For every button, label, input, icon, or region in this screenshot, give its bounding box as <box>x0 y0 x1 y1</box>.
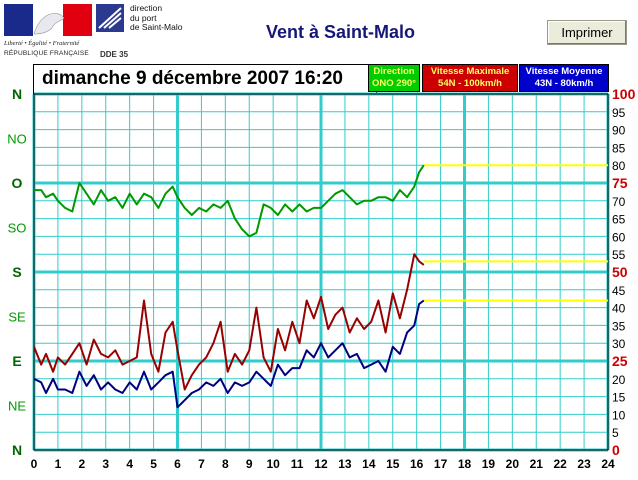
y-tick-label: 75 <box>612 175 628 191</box>
y-tick-label: 50 <box>612 264 628 280</box>
x-tick-label: 8 <box>222 457 229 471</box>
x-tick-label: 14 <box>362 457 376 471</box>
port-logo-line3: de Saint-Malo <box>130 22 183 32</box>
y-tick-label: 45 <box>612 284 626 298</box>
y-tick-label: 60 <box>612 230 626 244</box>
direction-label: NO <box>7 132 27 147</box>
legend-direction-title: Direction <box>373 66 415 77</box>
dde-code: DDE 35 <box>100 50 129 59</box>
legend-avg-speed: Vitesse Moyenne 43N - 80km/h <box>519 64 609 92</box>
port-logo-line1: direction <box>130 3 163 13</box>
y-tick-label: 80 <box>612 159 626 173</box>
legend-direction-value: ONO 290° <box>372 78 416 89</box>
x-tick-label: 0 <box>31 457 38 471</box>
x-tick-label: 12 <box>314 457 328 471</box>
x-tick-label: 23 <box>577 457 591 471</box>
x-tick-label: 9 <box>246 457 253 471</box>
x-tick-label: 1 <box>55 457 62 471</box>
marianne-flag-icon <box>4 4 92 36</box>
direction-label: N <box>12 86 22 102</box>
y-tick-label: 100 <box>612 86 636 102</box>
page-title: Vent à Saint-Malo <box>266 22 416 42</box>
x-tick-label: 7 <box>198 457 205 471</box>
direction-series-line <box>34 164 425 238</box>
y-tick-label: 15 <box>612 391 626 405</box>
avg-speed-series-line <box>33 299 425 409</box>
legend-max-title: Vitesse Maximale <box>430 66 510 77</box>
direction-label: SE <box>8 310 26 325</box>
chart-frame <box>33 93 609 451</box>
x-tick-label: 20 <box>506 457 520 471</box>
legend-direction: Direction ONO 290° <box>368 64 420 92</box>
y-tick-label: 35 <box>612 319 626 333</box>
direction-label: S <box>12 264 21 280</box>
y-tick-label: 40 <box>612 302 626 316</box>
max-speed-series-line <box>33 253 425 391</box>
x-tick-label: 18 <box>458 457 472 471</box>
port-logo-text: direction du port de Saint-Malo <box>130 3 183 33</box>
y-tick-label: 55 <box>612 248 626 262</box>
direction-label: O <box>12 175 23 191</box>
print-button[interactable]: Imprimer <box>547 20 627 45</box>
port-saint-malo-logo: direction du port de Saint-Malo DDE 35 <box>96 3 200 59</box>
x-tick-label: 11 <box>291 457 304 471</box>
x-tick-label: 19 <box>482 457 496 471</box>
port-logo-line2: du port <box>130 12 157 23</box>
x-tick-label: 13 <box>338 457 352 471</box>
x-tick-label: 24 <box>601 457 615 471</box>
y-tick-label: 5 <box>612 426 619 440</box>
legend-avg-value: 43N - 80km/h <box>534 78 594 89</box>
legend-avg-title: Vitesse Moyenne <box>525 66 603 77</box>
logo-motto: Liberté • Égalité • Fraternité <box>4 40 80 47</box>
x-tick-label: 10 <box>266 457 280 471</box>
y-tick-label: 25 <box>612 353 628 369</box>
republique-francaise-logo: Liberté • Égalité • Fraternité RÉPUBLIQU… <box>4 4 92 58</box>
direction-label: NE <box>8 399 26 414</box>
y-tick-label: 10 <box>612 408 626 422</box>
direction-label: N <box>12 442 22 458</box>
x-tick-label: 16 <box>410 457 424 471</box>
x-tick-label: 2 <box>78 457 85 471</box>
logo-country: RÉPUBLIQUE FRANÇAISE <box>4 50 89 57</box>
x-tick-label: 15 <box>386 457 400 471</box>
y-tick-label: 65 <box>612 213 626 227</box>
x-tick-label: 17 <box>434 457 448 471</box>
y-tick-label: 95 <box>612 106 626 120</box>
y-tick-label: 70 <box>612 195 626 209</box>
x-tick-label: 21 <box>530 457 544 471</box>
y-tick-label: 0 <box>612 442 620 458</box>
y-tick-label: 30 <box>612 337 626 351</box>
x-tick-label: 22 <box>553 457 567 471</box>
x-tick-label: 5 <box>150 457 157 471</box>
direction-label: E <box>12 353 21 369</box>
x-tick-label: 3 <box>102 457 109 471</box>
x-tick-label: 4 <box>126 457 133 471</box>
date-label: dimanche 9 décembre 2007 16:20 <box>33 64 377 94</box>
x-tick-label: 6 <box>174 457 181 471</box>
direction-label: SO <box>8 221 27 236</box>
y-tick-label: 20 <box>612 373 626 387</box>
port-logo-icon <box>96 4 124 32</box>
y-tick-label: 90 <box>612 124 626 138</box>
legend-max-value: 54N - 100km/h <box>438 78 502 89</box>
y-tick-label: 85 <box>612 141 626 155</box>
legend-max-speed: Vitesse Maximale 54N - 100km/h <box>422 64 518 92</box>
